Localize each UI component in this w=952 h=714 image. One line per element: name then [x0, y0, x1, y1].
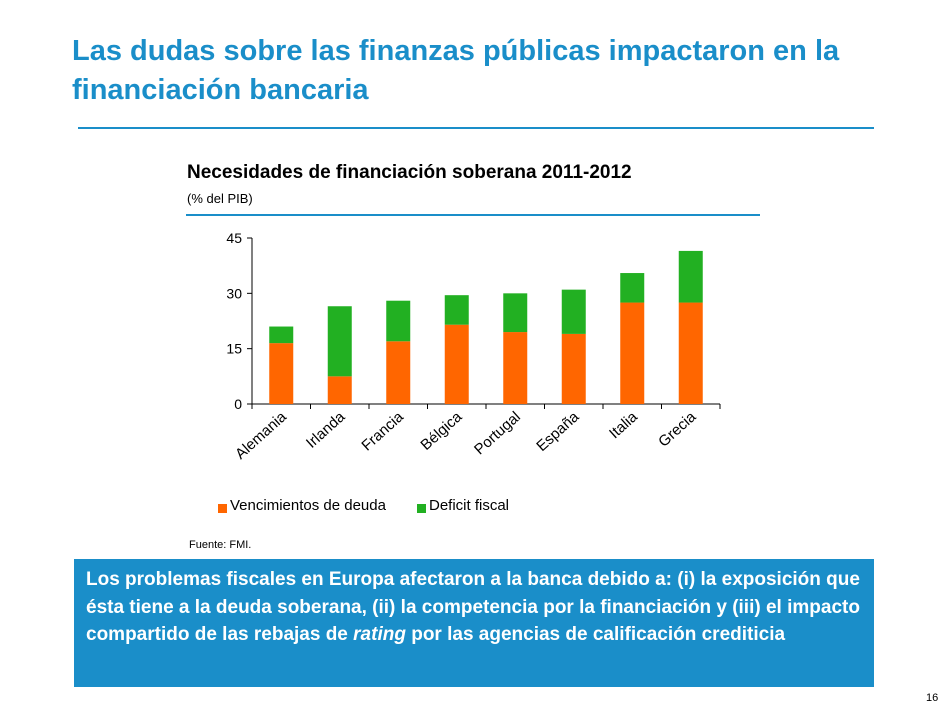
y-tick-label: 15 — [226, 341, 242, 357]
chart-subtitle: (% del PIB) — [187, 191, 253, 206]
callout-text-start: Los problemas fiscales en Europa afectar… — [86, 569, 860, 645]
callout-emphasis: rating — [353, 624, 406, 645]
x-tick-label: Alemania — [232, 408, 290, 463]
y-tick-label: 45 — [226, 230, 242, 246]
bar-vencimientos — [269, 343, 294, 404]
x-tick-label: Irlanda — [303, 408, 349, 452]
chart-divider — [186, 214, 760, 216]
bar-deficit — [620, 273, 645, 303]
bar-deficit — [269, 326, 294, 344]
chart-title: Necesidades de financiación soberana 201… — [187, 162, 632, 183]
legend-swatch — [218, 504, 227, 513]
bar-deficit — [327, 306, 352, 377]
page-number: 16 — [926, 692, 939, 704]
x-tick-label: España — [533, 408, 583, 455]
bar-vencimientos — [386, 341, 411, 404]
bar-vencimientos — [678, 302, 703, 404]
legend-swatch — [417, 504, 426, 513]
x-tick-label: Italia — [606, 408, 641, 442]
x-tick-label: Francia — [358, 408, 407, 455]
x-tick-label: Grecia — [655, 408, 700, 451]
bar-vencimientos — [327, 376, 352, 404]
bar-deficit — [386, 300, 411, 342]
stacked-bar-chart: 0 15 30 45 Alemania Irlanda Francia Bélgica Port… — [218, 230, 721, 514]
legend-label: Vencimientos de deuda — [230, 497, 387, 514]
legend-label: Deficit fiscal — [429, 497, 509, 514]
bar-vencimientos — [620, 302, 645, 404]
x-tick-label: Bélgica — [417, 408, 465, 454]
conclusion-callout: Los problemas fiscales en Europa afectar… — [74, 559, 874, 687]
slide-title: Las dudas sobre las finanzas públicas im… — [72, 35, 840, 106]
x-tick-label: Portugal — [471, 408, 524, 458]
bar-vencimientos — [444, 324, 469, 404]
bar-deficit — [678, 250, 703, 303]
y-tick-label: 0 — [234, 396, 242, 412]
source-note: Fuente: FMI. — [189, 539, 252, 551]
bar-deficit — [444, 295, 469, 325]
bar-vencimientos — [561, 333, 586, 404]
bar-deficit — [561, 289, 586, 334]
bar-deficit — [503, 293, 528, 333]
title-divider — [78, 127, 874, 129]
bar-vencimientos — [503, 332, 528, 404]
y-tick-label: 30 — [226, 285, 242, 301]
callout-text: Los problemas fiscales en Europa afectar… — [86, 566, 860, 649]
callout-text-end: por las agencias de calificación crediti… — [405, 624, 786, 645]
